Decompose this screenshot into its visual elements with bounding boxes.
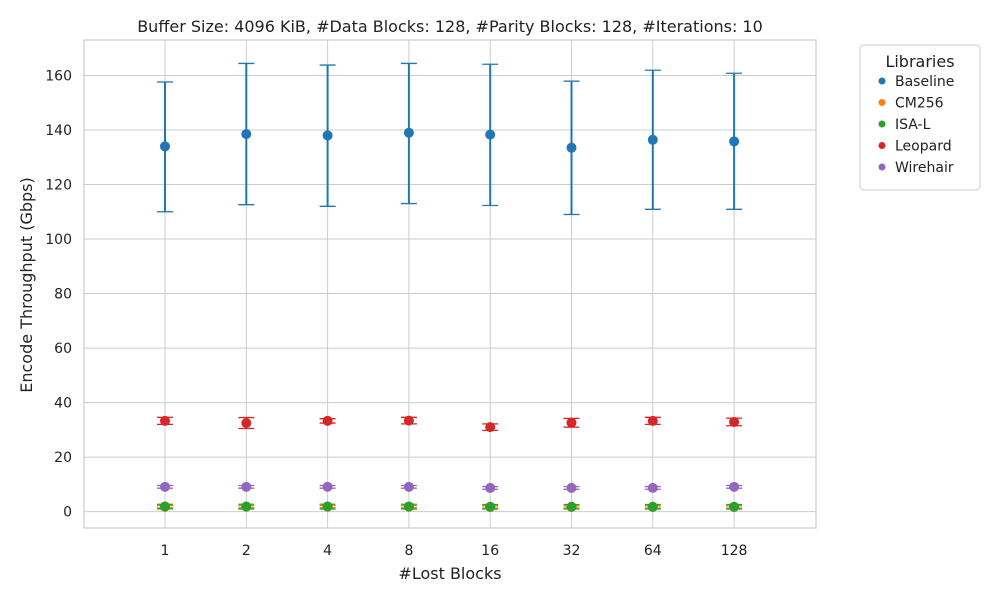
x-tick-label: 32: [563, 543, 581, 559]
x-axis-label: #Lost Blocks: [398, 564, 501, 583]
y-tick-label: 80: [54, 287, 72, 303]
data-point: [485, 482, 496, 493]
legend-marker: [878, 142, 886, 149]
data-point: [241, 481, 252, 492]
legend-title: Libraries: [885, 52, 954, 71]
y-axis-label: Encode Throughput (Gbps): [17, 177, 36, 392]
data-point: [241, 418, 252, 429]
data-point: [566, 417, 577, 428]
legend: Libraries Baseline CM256 ISA-L Leopard Wireh…: [859, 44, 981, 191]
data-point: [729, 481, 740, 492]
data-point: [160, 415, 170, 426]
data-point: [729, 501, 740, 512]
legend-label: Baseline: [895, 74, 954, 90]
data-point: [160, 141, 170, 152]
y-tick-label: 60: [54, 341, 72, 357]
data-point: [322, 501, 333, 512]
data-point: [647, 482, 658, 493]
legend-marker: [878, 99, 886, 106]
data-point: [160, 481, 170, 492]
chart-title: Buffer Size: 4096 KiB, #Data Blocks: 128…: [137, 17, 763, 36]
legend-marker: [878, 163, 886, 171]
data-point: [403, 127, 414, 138]
data-point: [647, 134, 658, 145]
series-leopard: [157, 415, 743, 433]
y-tick-label: 40: [54, 396, 72, 412]
data-point: [403, 501, 414, 512]
y-tick-label: 100: [45, 232, 72, 248]
legend-marker: [878, 77, 886, 85]
legend-box: [859, 44, 981, 191]
legend-items: Baseline CM256 ISA-L Leopard Wirehair: [878, 74, 954, 176]
data-point: [729, 136, 740, 147]
data-point: [647, 415, 658, 426]
data-point: [729, 416, 740, 427]
y-tick-label: 20: [54, 450, 72, 466]
data-point: [485, 422, 496, 433]
y-tick-label: 0: [63, 505, 72, 521]
grid-lines: [84, 40, 816, 528]
series-isa-l: [157, 501, 743, 512]
x-tick-label: 64: [644, 543, 662, 559]
data-point: [241, 501, 252, 512]
data-point: [403, 481, 414, 492]
data-point: [566, 142, 577, 153]
data-point: [403, 415, 414, 426]
data-point: [322, 481, 333, 492]
data-point: [322, 415, 333, 426]
series-baseline: [157, 62, 743, 216]
x-tick-label: 2: [242, 543, 251, 559]
x-tick-label: 4: [323, 543, 332, 559]
legend-marker: [878, 120, 886, 128]
legend-label: CM256: [895, 96, 944, 112]
legend-label: Wirehair: [895, 160, 954, 176]
y-tick-label: 140: [45, 123, 72, 139]
x-tick-label: 128: [721, 543, 748, 559]
data-point: [566, 482, 577, 493]
y-tick-label: 120: [45, 177, 72, 193]
x-tick-label: 1: [161, 543, 170, 559]
x-tick-label: 16: [481, 543, 499, 559]
data-point: [566, 501, 577, 512]
data-point: [485, 501, 496, 512]
plot-frame: [83, 39, 817, 529]
data-point: [485, 129, 496, 140]
data-point: [160, 501, 170, 512]
data-marks: [157, 62, 743, 513]
tick-labels: 0 20 40 60 80 100 120 140 160 1 2 4 8 16 32 64 128: [45, 68, 747, 559]
data-point: [241, 129, 252, 140]
legend-label: Leopard: [895, 139, 952, 155]
x-tick-label: 8: [404, 543, 413, 559]
data-point: [647, 501, 658, 512]
y-tick-label: 160: [45, 68, 72, 84]
data-point: [322, 130, 333, 141]
series-wirehair: [157, 481, 743, 493]
legend-label: ISA-L: [895, 117, 931, 133]
